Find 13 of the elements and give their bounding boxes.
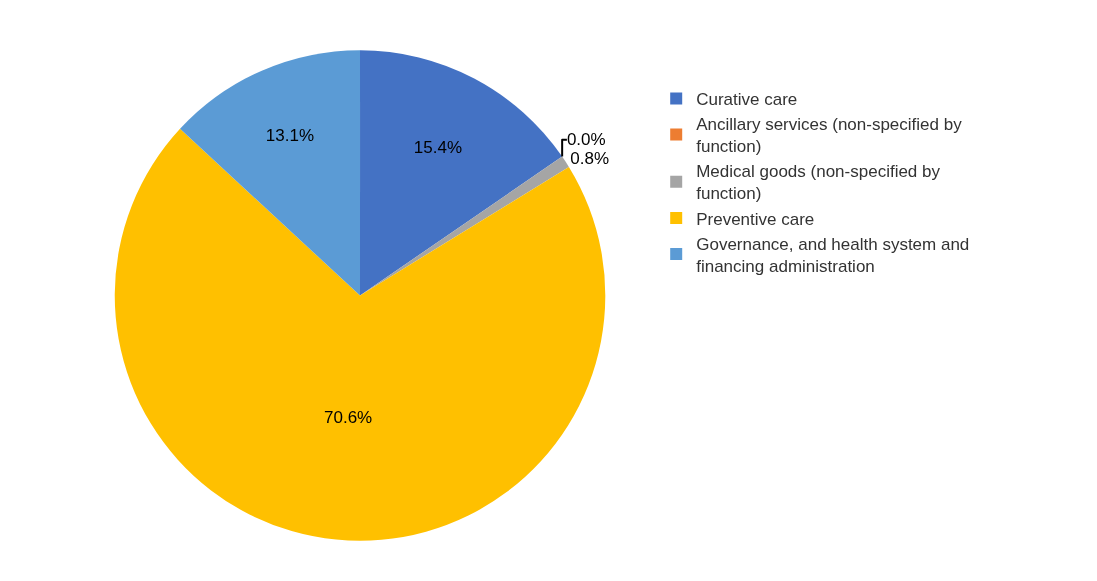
data-label: 0.8% [570, 149, 610, 169]
legend-label: Governance, and health system and financing administration [696, 234, 970, 276]
legend-label: Curative care [696, 90, 798, 110]
pie-slice [180, 50, 361, 296]
data-label: 13.1% [265, 125, 314, 145]
text: 0.0% [566, 130, 606, 150]
legend-label: Medical goods (non-specified by function) [696, 162, 941, 204]
pie-slice [360, 156, 569, 296]
data-label: 70.6% [323, 408, 373, 428]
legend-label: Preventive care [696, 209, 815, 229]
legend-label: Ancillary services (non-specified by function) [696, 115, 963, 157]
pie-slice [360, 50, 563, 296]
data-label: 15.4% [413, 137, 463, 157]
